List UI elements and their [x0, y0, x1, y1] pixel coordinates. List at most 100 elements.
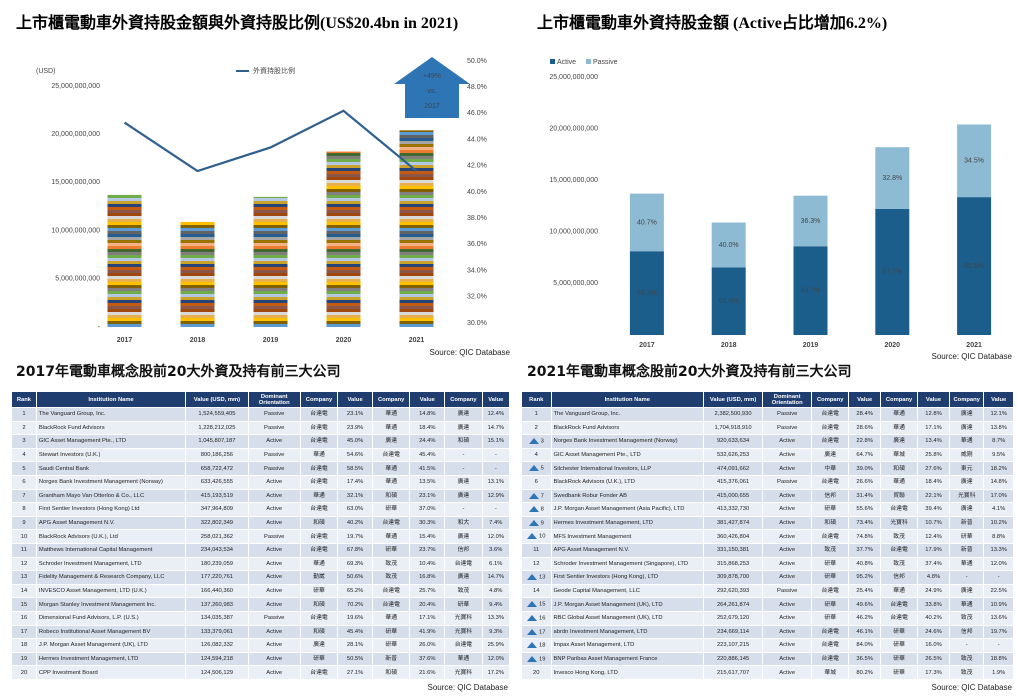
cell: 致茂	[948, 651, 985, 667]
cell-text: 廣達	[385, 438, 397, 445]
cell-text: 4	[22, 452, 26, 459]
table-row: 20 Invesco Hong Kong, LTD 215,617,707 Activ…	[521, 665, 1014, 680]
cell-text: 致茂	[893, 533, 905, 540]
up-arrow-icon	[528, 465, 539, 472]
cell-text: 致茂	[385, 560, 397, 567]
annotation-text: +49%	[423, 73, 441, 80]
cell: 40.2%	[917, 610, 950, 626]
cell: 廣達	[372, 434, 411, 449]
cell-text: 東元	[960, 465, 973, 472]
cell: 廣達	[880, 434, 919, 449]
cell-text: 24.9%	[925, 588, 942, 595]
chart-title: 上市櫃電動車外資持股金額 (Active占比增加6.2%)	[537, 15, 888, 32]
y2-tick-label: 32.0%	[467, 294, 487, 301]
cell-text: 1,228,212,025	[198, 424, 236, 431]
cell-text: 11	[20, 547, 27, 554]
cell: 和大	[444, 515, 483, 531]
cell: 25.7%	[409, 583, 446, 599]
x-tick-label: 2018	[721, 342, 737, 349]
institution-name: Morgan Stanley Investment Management Inc…	[35, 597, 187, 612]
cell-text: 台達電	[310, 465, 328, 472]
cell: Passive	[762, 407, 813, 422]
cell-text: 58.5%	[346, 465, 364, 472]
table-row: 9 APG Asset Management N.V. 322,802,349 Act…	[11, 515, 511, 531]
cell: 133,379,061	[185, 624, 249, 640]
cell-text: 12	[20, 560, 28, 567]
institution-name: J.P. Morgan Asset Management (Asia Pacif…	[550, 502, 705, 517]
cell: 23.1%	[337, 407, 374, 422]
cell-text: 27.6%	[925, 465, 942, 472]
cell-text: 17.9%	[925, 547, 942, 554]
cell-text: 50.5%	[346, 655, 364, 662]
cell-text: 10.4%	[419, 560, 436, 567]
cell-text: 17.2%	[487, 669, 504, 676]
cell-text: First Sentier Investors (Hong Kong) Ltd	[38, 506, 140, 513]
cell-text: 6.1%	[489, 560, 503, 567]
cell: 65.2%	[337, 583, 374, 599]
cell: 177,220,761	[185, 570, 249, 585]
cell-text: 126,082,332	[200, 642, 234, 649]
cell-text: 14.8%	[419, 411, 436, 418]
cell-text: 研華	[824, 615, 837, 622]
cell-text: 381,427,874	[716, 520, 750, 527]
cell: 50.6%	[337, 570, 374, 585]
cell-text: 台達電	[890, 547, 908, 554]
cell: 292,620,393	[703, 583, 764, 599]
cell-text: 台達電	[821, 588, 839, 595]
cell: 9.5%	[983, 447, 1014, 463]
cell-text: abrdn Investment Management, LTD	[553, 628, 648, 635]
table-row: 17 Robeco Institutional Asset Management …	[11, 624, 511, 640]
cell-text: 廣達	[960, 424, 973, 431]
cell: 研華	[811, 597, 850, 612]
cell-text: 18	[20, 642, 28, 649]
cell: 華通	[299, 447, 339, 463]
cell-text: Hermes Investment Management, LTD	[38, 655, 139, 662]
cell-text: 華通	[385, 411, 397, 418]
cell: 39.4%	[917, 502, 950, 517]
cell: 24.9%	[917, 583, 950, 599]
cell-text: 49.6%	[856, 601, 873, 608]
cell-text: Active	[266, 438, 283, 445]
cell: 20	[11, 665, 37, 680]
cell: 315,868,253	[703, 556, 764, 572]
cell-text: Active	[779, 452, 796, 459]
cell: 廣達	[299, 638, 339, 653]
cell: 25.9%	[481, 638, 511, 653]
cell: 322,802,349	[185, 515, 249, 531]
cell: 致茂	[948, 665, 985, 680]
y2-tick-label: 38.0%	[467, 215, 487, 222]
y2-tick-label: 30.0%	[467, 320, 487, 327]
cell-text: 廣達	[893, 438, 905, 445]
cell-text: 124,506,129	[200, 669, 234, 676]
cell-text: 22.1%	[925, 492, 942, 499]
table-row: 1 The Vanguard Group, Inc. 1,524,559,405 Pa…	[11, 407, 511, 422]
cell-text: 信邦	[893, 574, 905, 581]
cell: 36.5%	[848, 651, 882, 667]
cell: 台達電	[299, 542, 339, 558]
table-row: 15 J.P. Morgan Asset Management (UK), LTD…	[521, 597, 1014, 612]
cell: 1,228,212,025	[185, 420, 249, 436]
y-tick-label: 20,000,000,000	[51, 131, 100, 138]
cell-text: 研華	[893, 669, 905, 676]
cell-text: 415,376,061	[716, 479, 750, 486]
cell: -	[948, 638, 985, 653]
cell: 華通	[372, 529, 411, 544]
cell: 台達電	[811, 638, 850, 653]
cell-text: Active	[779, 642, 796, 649]
cell: 347,964,809	[185, 502, 249, 517]
cell: 研華	[372, 502, 411, 517]
up-arrow-icon	[527, 601, 538, 608]
cell: 4.8%	[481, 583, 511, 599]
data-label: 65.5%	[964, 263, 984, 270]
cell: 14.8%	[983, 474, 1014, 490]
cell-text: 800,186,256	[200, 452, 234, 459]
cell: 13.4%	[917, 434, 950, 449]
cell: 13.5%	[409, 474, 446, 490]
cell: 台達電	[299, 420, 339, 436]
cell-text: 4.8%	[489, 588, 503, 595]
cell: 台達電	[444, 638, 483, 653]
cell-text: 8	[22, 506, 26, 513]
cell-text: 1	[22, 411, 26, 418]
cell-text: 威剛	[960, 452, 973, 459]
table-row: 9 Hermes Investment Management, LTD 381,42…	[521, 515, 1014, 531]
